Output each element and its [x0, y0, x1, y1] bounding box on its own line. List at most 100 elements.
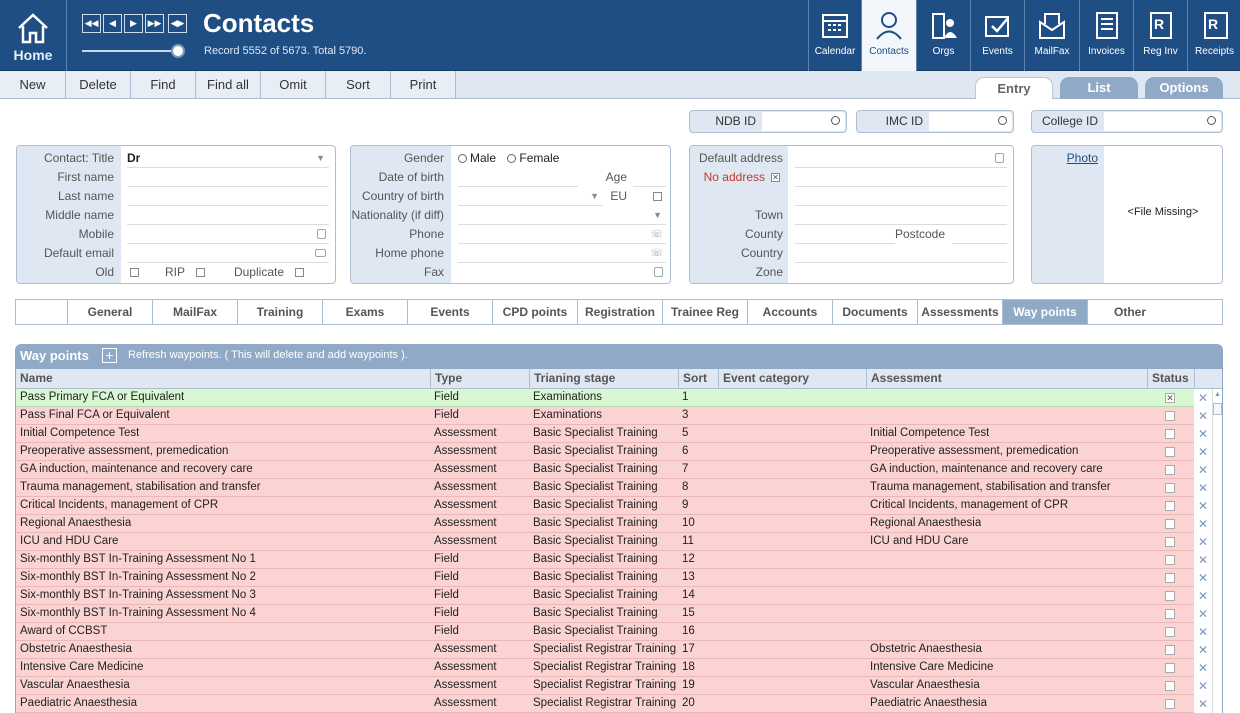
tab-way-points[interactable]: Way points — [1002, 300, 1087, 324]
search-icon[interactable] — [998, 116, 1007, 125]
rip-checkbox[interactable] — [196, 268, 205, 277]
phone-icon[interactable]: ☏ — [650, 248, 663, 259]
first-name-field[interactable] — [127, 168, 329, 187]
table-row[interactable]: Paediatric Anaesthesia Assessment Speciali… — [16, 695, 1194, 713]
table-row[interactable]: Preoperative assessment, premedication As… — [16, 443, 1194, 461]
mobile-field[interactable] — [127, 225, 329, 244]
status-checkbox[interactable] — [1165, 681, 1175, 691]
nav-mailfax[interactable]: MailFax — [1024, 0, 1079, 71]
search-icon[interactable] — [831, 116, 840, 125]
table-row[interactable]: Six-monthly BST In-Training Assessment N… — [16, 605, 1194, 623]
delete-row-icon[interactable]: ✕ — [1197, 517, 1209, 531]
col-event-category[interactable]: Event category — [718, 369, 866, 389]
status-checkbox[interactable] — [1165, 645, 1175, 655]
male-radio[interactable] — [458, 154, 467, 163]
table-scrollbar[interactable]: ▲ — [1212, 389, 1222, 713]
status-checkbox[interactable] — [1165, 609, 1175, 619]
status-checkbox[interactable]: ✕ — [1165, 393, 1175, 403]
col-name[interactable]: Name — [20, 371, 53, 385]
email-field[interactable] — [127, 244, 329, 263]
nav-contacts[interactable]: Contacts — [861, 0, 916, 71]
delete-row-icon[interactable]: ✕ — [1197, 571, 1209, 585]
tab-mailfax[interactable]: MailFax — [152, 300, 237, 324]
eu-checkbox[interactable] — [653, 192, 662, 201]
status-checkbox[interactable] — [1165, 555, 1175, 565]
add-waypoint-button[interactable]: + — [102, 348, 117, 363]
copy-icon[interactable] — [995, 153, 1004, 163]
col-assessment[interactable]: Assessment — [866, 369, 1147, 389]
first-record-button[interactable]: ◀◀ — [82, 14, 101, 33]
tab-documents[interactable]: Documents — [832, 300, 917, 324]
status-checkbox[interactable] — [1165, 573, 1175, 583]
status-checkbox[interactable] — [1165, 501, 1175, 511]
status-checkbox[interactable] — [1165, 591, 1175, 601]
address-line-1[interactable] — [795, 168, 1007, 187]
status-checkbox[interactable] — [1165, 447, 1175, 457]
no-address-checkbox[interactable]: ✕ — [771, 173, 780, 182]
old-checkbox[interactable] — [130, 268, 139, 277]
table-row[interactable]: ICU and HDU Care Assessment Basic Speciali… — [16, 533, 1194, 551]
nav-invoices[interactable]: Invoices — [1079, 0, 1133, 71]
tab-assessments[interactable]: Assessments — [917, 300, 1002, 324]
col-sort[interactable]: Sort — [678, 369, 718, 389]
duplicate-checkbox[interactable] — [295, 268, 304, 277]
new-button[interactable]: New — [0, 71, 66, 98]
print-button[interactable]: Print — [391, 71, 456, 98]
imc-id-input[interactable] — [929, 112, 1012, 131]
tab-cpd-points[interactable]: CPD points — [492, 300, 577, 324]
table-row[interactable]: Critical Incidents, management of CPR Ass… — [16, 497, 1194, 515]
table-row[interactable]: Intensive Care Medicine Assessment Special… — [16, 659, 1194, 677]
phone-field[interactable]: ☏ — [458, 225, 666, 244]
delete-row-icon[interactable]: ✕ — [1197, 607, 1209, 621]
town-field[interactable] — [795, 206, 1007, 225]
postcode-field[interactable] — [952, 225, 1007, 244]
refresh-waypoints-link[interactable]: Refresh waypoints. ( This will delete an… — [128, 349, 408, 361]
status-checkbox[interactable] — [1165, 411, 1175, 421]
status-checkbox[interactable] — [1165, 627, 1175, 637]
nationality-select[interactable]: ▼ — [458, 206, 666, 225]
table-row[interactable]: Pass Final FCA or Equivalent Field Examina… — [16, 407, 1194, 425]
tab-other[interactable]: Other — [1087, 300, 1172, 324]
table-row[interactable]: Vascular Anaesthesia Assessment Specialist… — [16, 677, 1194, 695]
status-checkbox[interactable] — [1165, 483, 1175, 493]
jump-record-button[interactable]: ◀▶ — [168, 14, 187, 33]
next-record-button[interactable]: ▶ — [124, 14, 143, 33]
table-row[interactable]: Regional Anaesthesia Assessment Basic Spec… — [16, 515, 1194, 533]
zone-field[interactable] — [795, 263, 1007, 282]
delete-row-icon[interactable]: ✕ — [1197, 697, 1209, 711]
nav-events[interactable]: Events — [970, 0, 1024, 71]
tab-options[interactable]: Options — [1145, 77, 1223, 99]
table-row[interactable]: Initial Competence Test Assessment Basic S… — [16, 425, 1194, 443]
nav-calendar[interactable]: Calendar — [808, 0, 861, 71]
county-field[interactable] — [795, 225, 895, 244]
table-row[interactable]: Pass Primary FCA or Equivalent Field Exami… — [16, 389, 1194, 407]
home-button[interactable]: Home — [0, 0, 67, 71]
col-stage[interactable]: Trianing stage — [529, 369, 678, 389]
photo-link[interactable]: Photo — [1066, 151, 1098, 165]
delete-row-icon[interactable]: ✕ — [1197, 535, 1209, 549]
female-radio[interactable] — [507, 154, 517, 163]
tab-exams[interactable]: Exams — [322, 300, 407, 324]
nav-orgs[interactable]: Orgs — [916, 0, 970, 71]
fax-field[interactable] — [458, 263, 666, 282]
delete-row-icon[interactable]: ✕ — [1197, 463, 1209, 477]
status-checkbox[interactable] — [1165, 699, 1175, 709]
default-address-field[interactable] — [795, 149, 1007, 168]
tab-registration[interactable]: Registration — [577, 300, 662, 324]
middle-name-field[interactable] — [127, 206, 329, 225]
mail-icon[interactable] — [315, 249, 326, 257]
nav-receipts[interactable]: R Receipts — [1187, 0, 1240, 71]
status-checkbox[interactable] — [1165, 465, 1175, 475]
col-type[interactable]: Type — [430, 369, 529, 389]
tab-training[interactable]: Training — [237, 300, 322, 324]
nav-reg-inv[interactable]: R Reg Inv — [1133, 0, 1187, 71]
table-row[interactable]: Award of CCBST Field Basic Specialist Trai… — [16, 623, 1194, 641]
table-row[interactable]: GA induction, maintenance and recovery c… — [16, 461, 1194, 479]
tab-events[interactable]: Events — [407, 300, 492, 324]
address-line-2[interactable] — [795, 187, 1007, 206]
table-row[interactable]: Six-monthly BST In-Training Assessment N… — [16, 587, 1194, 605]
delete-row-icon[interactable]: ✕ — [1197, 391, 1209, 405]
last-name-field[interactable] — [127, 187, 329, 206]
fax-icon[interactable] — [654, 267, 663, 277]
delete-row-icon[interactable]: ✕ — [1197, 481, 1209, 495]
